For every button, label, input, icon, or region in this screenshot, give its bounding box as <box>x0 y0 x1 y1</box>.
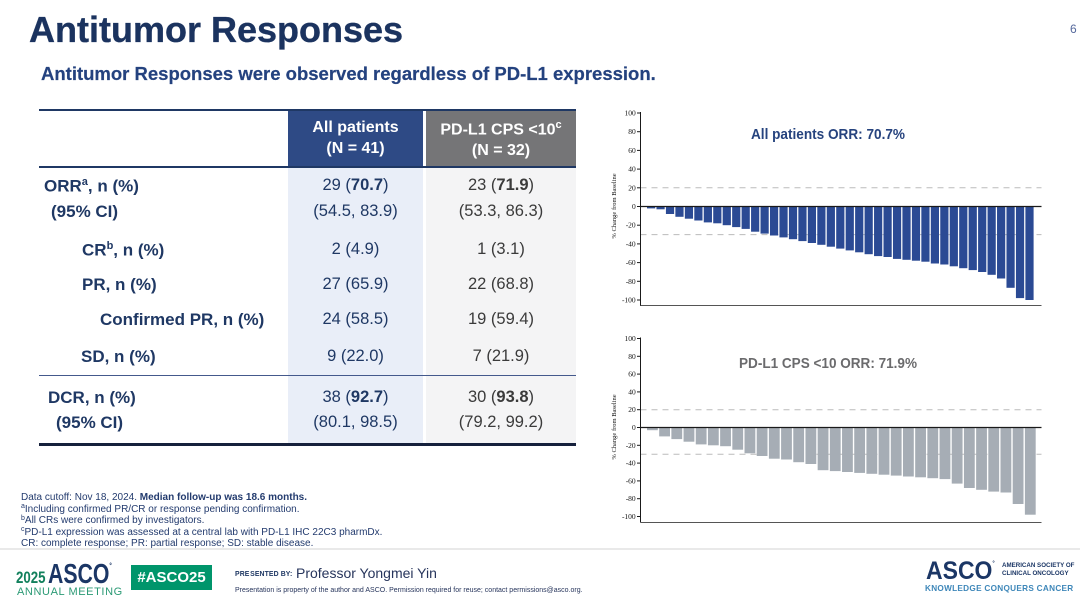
svg-text:PD-L1 CPS <10 ORR: 71.9%: PD-L1 CPS <10 ORR: 71.9% <box>739 355 917 372</box>
svg-text:80: 80 <box>628 352 636 361</box>
svg-text:40: 40 <box>628 387 636 396</box>
svg-text:60: 60 <box>628 370 636 379</box>
svg-text:0: 0 <box>632 202 636 211</box>
svg-text:-60: -60 <box>626 476 636 485</box>
svg-text:40: 40 <box>628 165 636 174</box>
svg-text:0: 0 <box>632 423 636 432</box>
svg-text:-100: -100 <box>622 296 636 305</box>
svg-text:-20: -20 <box>626 441 636 450</box>
svg-text:-80: -80 <box>626 277 636 286</box>
svg-text:20: 20 <box>628 183 636 192</box>
svg-text:100: 100 <box>624 109 636 118</box>
svg-text:% Change from Baseline: % Change from Baseline <box>611 394 618 459</box>
svg-text:% Change from Baseline: % Change from Baseline <box>611 173 618 238</box>
svg-text:-40: -40 <box>626 239 636 248</box>
svg-text:20: 20 <box>628 405 636 414</box>
svg-text:60: 60 <box>628 146 636 155</box>
svg-text:All patients ORR: 70.7%: All patients ORR: 70.7% <box>751 126 905 143</box>
svg-text:-100: -100 <box>622 512 636 521</box>
svg-text:80: 80 <box>628 127 636 136</box>
svg-text:-40: -40 <box>626 459 636 468</box>
svg-text:100: 100 <box>624 334 636 343</box>
svg-text:-20: -20 <box>626 221 636 230</box>
svg-text:-60: -60 <box>626 258 636 267</box>
svg-text:-80: -80 <box>626 494 636 503</box>
